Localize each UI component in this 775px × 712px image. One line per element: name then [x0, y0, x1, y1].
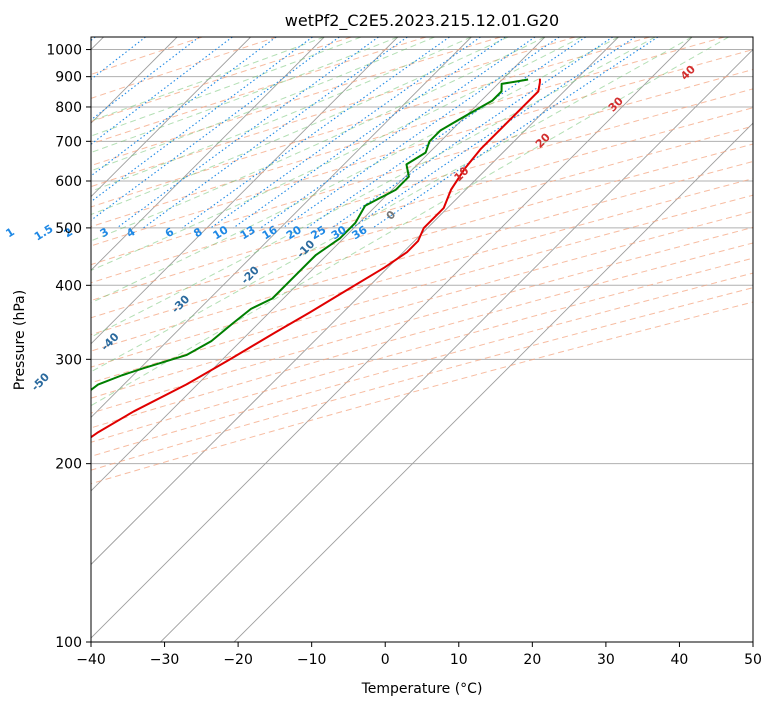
isotherm-line — [91, 37, 546, 492]
dry-adiabat-line — [91, 107, 753, 302]
y-tick-label: 900 — [55, 70, 82, 86]
isotherm-line — [91, 37, 693, 639]
x-tick-label: −10 — [297, 652, 327, 668]
y-tick-label: 400 — [55, 278, 82, 294]
x-tick-label: 0 — [381, 652, 390, 668]
dry-adiabat-line — [91, 272, 753, 457]
dry-adiabat-line — [91, 242, 753, 429]
y-tick-label: 300 — [55, 352, 82, 368]
mixing-ratio-line — [91, 37, 200, 121]
mixing-ratio-line — [91, 37, 233, 145]
moist-adiabat-line — [91, 37, 509, 216]
moist-adiabat-line — [91, 37, 398, 154]
isotherm-line — [91, 37, 325, 271]
moist-adiabat-line — [91, 37, 656, 338]
isotherm-line — [91, 37, 472, 418]
mixing-ratio-line — [91, 37, 340, 221]
moist-adiabat-line — [91, 37, 472, 192]
mixing-ratio-line — [91, 37, 313, 203]
temperature-profile-line — [91, 78, 541, 439]
y-tick-label: 500 — [55, 221, 82, 237]
plot-frame — [90, 36, 754, 643]
dry-adiabat-line — [91, 301, 753, 485]
mixing-ratio-line — [351, 37, 636, 229]
y-tick-label: 800 — [55, 100, 82, 116]
x-axis-title: Temperature (°C) — [361, 681, 483, 697]
isotherm-line — [233, 122, 753, 642]
series-layer — [91, 78, 541, 439]
isotherm-line — [160, 48, 753, 642]
x-tick-label: −40 — [76, 652, 106, 668]
mixing-ratio-line — [181, 37, 450, 229]
moist-adiabat-line — [91, 37, 619, 304]
dry-adiabat-line — [91, 88, 753, 284]
dry-adiabat-line — [91, 257, 753, 443]
moist-adiabat-line — [91, 37, 546, 242]
y-tick-label: 600 — [55, 174, 82, 190]
dry-adiabat-line — [91, 49, 753, 247]
y-tick-label: 700 — [55, 134, 82, 150]
dry-adiabat-line — [91, 37, 650, 208]
moist-adiabat-line — [91, 37, 693, 373]
y-tick-label: 100 — [55, 635, 82, 651]
x-tick-label: 40 — [671, 652, 689, 668]
dry-adiabat-line — [91, 37, 725, 228]
mixing-ratio-line — [372, 37, 659, 229]
x-tick-label: −30 — [150, 652, 180, 668]
x-tick-label: 20 — [523, 652, 541, 668]
x-tick-label: 10 — [450, 652, 468, 668]
isotherm-line — [91, 37, 251, 198]
dry-adiabat-line — [91, 226, 753, 414]
mixing-ratio-line — [233, 37, 506, 229]
moist-adiabat-line — [91, 37, 730, 407]
background-lines — [91, 37, 753, 642]
axes: −40 −30 −20 −10 0 10 20 30 40 50 100 200 300 400 500 60… — [46, 43, 762, 668]
dry-adiabat-line — [91, 125, 753, 319]
y-tick-label: 200 — [55, 457, 82, 473]
mixing-ratio-line — [331, 37, 613, 229]
isotherm-line — [91, 37, 399, 345]
dry-adiabat-line — [91, 37, 427, 145]
dewpoint-profile-line — [91, 78, 529, 392]
moist-adiabat-line — [91, 37, 362, 137]
chart-title: wetPf2_C2E5.2023.215.12.01.G20 — [285, 11, 559, 31]
x-tick-label: −20 — [223, 652, 253, 668]
mixing-ratio-line — [282, 37, 560, 229]
y-tick-label: 1000 — [46, 43, 82, 59]
isotherm-line — [91, 37, 619, 566]
moist-adiabat-line — [91, 37, 582, 271]
y-axis-title: Pressure (hPa) — [12, 290, 28, 390]
x-tick-label: 30 — [597, 652, 615, 668]
x-tick-label: 50 — [744, 652, 762, 668]
mixing-ratio-line — [91, 37, 277, 177]
dry-adiabat-line — [91, 287, 753, 471]
mixing-ratio-line — [306, 37, 586, 229]
mixing-ratio-line — [260, 37, 536, 229]
